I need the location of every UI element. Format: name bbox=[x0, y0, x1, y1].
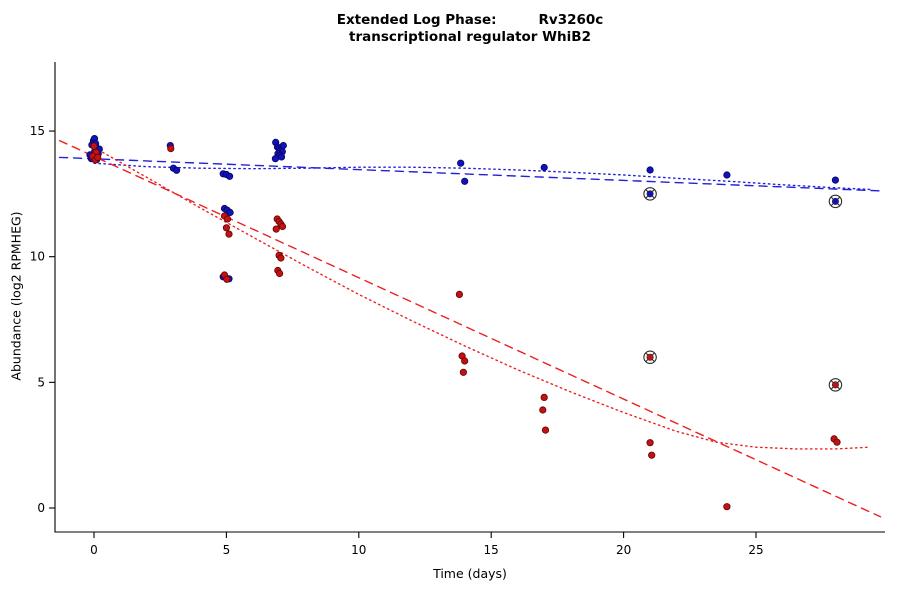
chart-title-left: Extended Log Phase: bbox=[336, 12, 497, 28]
blue-condition-points bbox=[173, 166, 181, 174]
chart-title-line1: Extended Log Phase: Rv3260c bbox=[40, 12, 900, 29]
red-condition-points bbox=[541, 426, 550, 434]
red-condition-points bbox=[167, 145, 175, 153]
blue-condition-points bbox=[226, 172, 234, 180]
red-condition-points bbox=[461, 357, 469, 365]
red-condition-points bbox=[648, 451, 656, 459]
red-dotted-smooth-fit bbox=[93, 146, 871, 450]
x-tick-label: 25 bbox=[748, 543, 763, 557]
red-condition-points bbox=[223, 275, 231, 283]
red-condition-points bbox=[223, 215, 232, 223]
flagged-point-circle bbox=[828, 378, 843, 392]
flagged-point-dot bbox=[646, 190, 654, 198]
y-tick-label: 0 bbox=[37, 501, 45, 515]
red-condition-points bbox=[455, 290, 463, 298]
red-condition-points bbox=[540, 393, 548, 401]
red-condition-points bbox=[539, 406, 547, 414]
blue-condition-points bbox=[461, 177, 469, 185]
x-tick-label: 0 bbox=[90, 543, 98, 557]
blue-condition-points bbox=[457, 159, 465, 167]
red-condition-points bbox=[723, 503, 731, 511]
chart-title: Extended Log Phase: Rv3260c transcriptio… bbox=[40, 12, 900, 46]
blue-condition-points bbox=[646, 166, 654, 174]
x-tick-label: 10 bbox=[351, 543, 366, 557]
blue-condition-points bbox=[277, 153, 286, 161]
red-condition-points bbox=[275, 269, 284, 278]
x-tick-label: 15 bbox=[484, 543, 499, 557]
red-condition-points bbox=[94, 153, 102, 161]
flagged-point-circle bbox=[828, 194, 843, 209]
flagged-point-dot bbox=[831, 381, 839, 389]
y-tick-label: 5 bbox=[37, 375, 45, 389]
blue-condition-points bbox=[271, 155, 279, 163]
red-condition-points bbox=[272, 225, 280, 233]
blue-condition-points bbox=[226, 208, 234, 217]
x-tick-label: 20 bbox=[616, 543, 631, 557]
flagged-point-circle bbox=[643, 187, 657, 201]
red-condition-points bbox=[459, 368, 467, 376]
red-condition-points bbox=[90, 142, 98, 150]
y-tick-label: 10 bbox=[30, 250, 45, 264]
red-dashed-linear-fit bbox=[58, 139, 882, 518]
red-condition-points bbox=[277, 254, 285, 262]
red-condition-points bbox=[833, 438, 841, 446]
red-condition-points bbox=[222, 224, 230, 232]
chart-title-gene: Rv3260c bbox=[538, 12, 604, 28]
x-tick-label: 5 bbox=[223, 543, 231, 557]
y-tick-label: 15 bbox=[30, 124, 45, 138]
flagged-point-dot bbox=[831, 197, 839, 205]
blue-dashed-linear-fit bbox=[58, 156, 882, 192]
flagged-point-circle bbox=[643, 350, 657, 364]
axis-frame bbox=[54, 62, 885, 533]
x-axis-label: Time (days) bbox=[433, 566, 507, 581]
red-condition-points bbox=[225, 230, 233, 238]
blue-condition-points bbox=[723, 171, 731, 179]
flagged-point-dot bbox=[646, 353, 654, 361]
blue-condition-points bbox=[540, 163, 548, 172]
y-axis-label: Abundance (log2 RPMHEG) bbox=[8, 211, 24, 381]
red-condition-points bbox=[646, 439, 654, 447]
blue-condition-points bbox=[279, 142, 287, 150]
red-condition-points bbox=[278, 222, 287, 231]
chart-title-line2: transcriptional regulator WhiB2 bbox=[349, 29, 591, 45]
blue-condition-points bbox=[831, 176, 840, 184]
